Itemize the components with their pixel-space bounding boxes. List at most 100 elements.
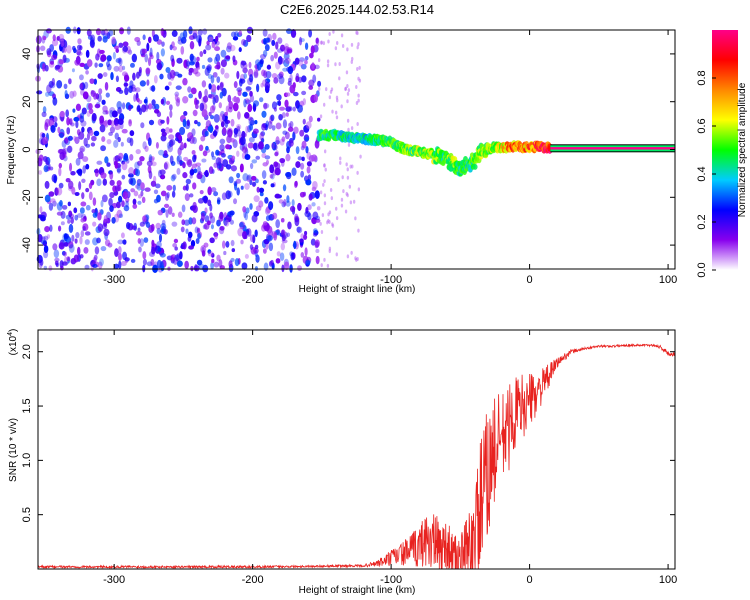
spectrogram-noise-cell: [307, 204, 312, 211]
spectrogram-noise-cell: [104, 156, 109, 164]
spectrogram-noise-cell: [352, 199, 356, 204]
spectrogram-noise-cell: [277, 37, 283, 44]
spectrogram-noise-cell: [142, 141, 147, 150]
spectrogram-noise-cell: [67, 201, 72, 207]
spectrogram-noise-cell: [51, 54, 58, 61]
spectrogram-noise-cell: [335, 252, 338, 257]
spectrogram-noise-cell: [39, 45, 46, 52]
spectrogram-noise-cell: [182, 29, 188, 39]
spectrogram-noise-cell: [128, 173, 134, 178]
spectrogram-noise-cell: [120, 261, 127, 267]
spectrogram-noise: [35, 26, 362, 274]
spectrogram-noise-cell: [89, 129, 94, 136]
spectrogram-noise-cell: [71, 68, 75, 73]
spectrogram-noise-cell: [42, 62, 46, 72]
spectrogram-noise-cell: [327, 39, 330, 44]
spectrogram-noise-cell: [297, 265, 302, 271]
spectrogram-noise-cell: [278, 106, 286, 111]
spectrogram-noise-cell: [292, 82, 296, 89]
colorbar-tick-label: 0.6: [696, 118, 708, 133]
spectrogram-noise-cell: [301, 75, 307, 83]
spectrogram-noise-cell: [86, 28, 92, 37]
spectrogram-noise-cell: [195, 238, 200, 244]
spectrogram-noise-cell: [74, 191, 80, 197]
spectrogram-noise-cell: [274, 151, 279, 157]
spectrogram-noise-cell: [357, 187, 361, 192]
spectrogram-noise-cell: [203, 195, 208, 204]
spectrogram-noise-cell: [202, 150, 208, 157]
spectrogram-noise-cell: [109, 126, 116, 134]
spectrogram-noise-cell: [83, 137, 88, 147]
spectrogram-noise-cell: [110, 120, 115, 128]
spectrogram-noise-cell: [202, 95, 209, 103]
spectrogram-noise-cell: [124, 87, 129, 96]
spectrogram-noise-cell: [356, 67, 359, 72]
spectrogram-noise-cell: [285, 57, 291, 64]
spectrogram-noise-cell: [70, 170, 76, 176]
spectrogram-noise-cell: [249, 179, 253, 186]
spectrogram-noise-cell: [100, 54, 107, 62]
spectrogram-noise-cell: [208, 36, 214, 42]
spectrogram-noise-cell: [273, 231, 278, 241]
spectrogram-noise-cell: [35, 35, 42, 44]
spectrogram-noise-cell: [297, 156, 303, 161]
spectrogram-noise-cell: [81, 178, 86, 183]
spectrogram-noise-cell: [299, 129, 305, 137]
spectrogram-noise-cell: [103, 120, 108, 127]
spectrogram-noise-cell: [265, 215, 271, 222]
spectrogram-noise-cell: [101, 194, 108, 203]
spectrogram-noise-cell: [264, 196, 269, 204]
spectrogram-noise-cell: [233, 133, 238, 138]
spectrogram-noise-cell: [227, 128, 233, 138]
spectrogram-noise-cell: [73, 47, 77, 54]
spectrogram-noise-cell: [285, 28, 292, 34]
spectrogram-noise-cell: [122, 191, 128, 200]
spectrogram-noise-cell: [319, 114, 323, 119]
spectrogram-noise-cell: [222, 159, 229, 168]
spectrogram-noise-cell: [213, 162, 218, 168]
spectrogram-noise-cell: [277, 73, 284, 80]
spectrogram-noise-cell: [210, 115, 215, 120]
spectrogram-noise-cell: [53, 175, 57, 184]
spectrogram-noise-cell: [301, 90, 307, 96]
spectrogram-noise-cell: [256, 83, 260, 93]
spectrogram-noise-cell: [118, 42, 124, 48]
spectrogram-noise-cell: [209, 212, 213, 219]
spectrogram-noise-cell: [132, 198, 137, 205]
spectrogram-noise-cell: [358, 78, 362, 83]
spectrogram-noise-cell: [52, 116, 58, 123]
spectrogram-noise-cell: [197, 197, 204, 204]
spectrogram-noise-cell: [192, 68, 199, 75]
spectrogram-noise-cell: [254, 59, 261, 66]
spectrogram-noise-cell: [38, 170, 43, 175]
spectrogram-noise-cell: [249, 90, 253, 97]
spectrogram-noise-cell: [195, 99, 200, 105]
spectrogram-noise-cell: [59, 132, 64, 139]
spectrogram-noise-cell: [306, 151, 312, 160]
spectrogram-noise-cell: [36, 90, 43, 95]
spectrogram-noise-cell: [340, 203, 344, 208]
spectrogram-noise-cell: [205, 44, 212, 51]
spectrogram-noise-cell: [63, 251, 67, 257]
spectrogram-noise-cell: [278, 199, 284, 204]
spectrogram-noise-cell: [249, 234, 255, 243]
snr-panel: -300 -200 -100 0 100 0.5 1.0 1.5 2.0 Height of …: [7, 329, 677, 596]
spectrogram-noise-cell: [105, 92, 110, 98]
spectrogram-noise-cell: [171, 212, 175, 218]
spectrogram-noise-cell: [121, 128, 128, 134]
spectrogram-noise-cell: [134, 36, 141, 43]
spectrogram-noise-cell: [94, 168, 99, 178]
spectrogram-noise-cell: [216, 85, 220, 91]
spectrogram-noise-cell: [163, 150, 168, 157]
spectrogram-noise-cell: [180, 226, 185, 233]
spectrogram-noise-cell: [201, 250, 206, 257]
spectrogram-noise-cell: [160, 119, 165, 124]
spectrogram-noise-cell: [63, 47, 67, 53]
spectrogram-noise-cell: [285, 112, 289, 117]
spectrogram-noise-cell: [241, 130, 246, 139]
spectrogram-noise-cell: [218, 214, 224, 222]
spectrogram-noise-cell: [279, 158, 286, 164]
spectrogram-noise-cell: [78, 74, 84, 81]
spectrogram-noise-cell: [168, 81, 172, 86]
spectrogram-noise-cell: [283, 261, 290, 271]
